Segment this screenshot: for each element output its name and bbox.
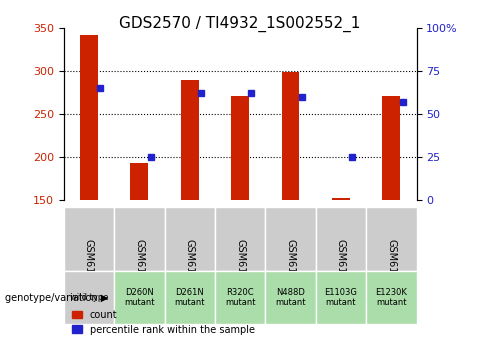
FancyBboxPatch shape xyxy=(165,271,215,324)
FancyBboxPatch shape xyxy=(64,271,114,324)
Text: GSM61944: GSM61944 xyxy=(134,239,144,292)
FancyBboxPatch shape xyxy=(265,271,316,324)
FancyBboxPatch shape xyxy=(366,271,416,324)
Text: GSM61955: GSM61955 xyxy=(235,239,245,292)
FancyBboxPatch shape xyxy=(366,207,416,271)
Text: GSM61957: GSM61957 xyxy=(286,239,295,292)
Text: GSM61959: GSM61959 xyxy=(336,239,346,292)
Bar xyxy=(80,36,98,200)
Bar xyxy=(181,80,198,200)
Text: GDS2570 / TI4932_1S002552_1: GDS2570 / TI4932_1S002552_1 xyxy=(120,16,361,32)
Bar xyxy=(130,163,148,200)
FancyBboxPatch shape xyxy=(265,207,316,271)
FancyBboxPatch shape xyxy=(114,271,165,324)
FancyBboxPatch shape xyxy=(165,207,215,271)
FancyBboxPatch shape xyxy=(316,207,366,271)
Text: D261N
mutant: D261N mutant xyxy=(174,288,205,307)
Text: R320C
mutant: R320C mutant xyxy=(225,288,255,307)
Text: GSM61961: GSM61961 xyxy=(386,239,396,292)
Bar xyxy=(282,72,299,200)
Bar xyxy=(231,96,249,200)
FancyBboxPatch shape xyxy=(316,271,366,324)
Text: genotype/variation ▶: genotype/variation ▶ xyxy=(5,293,108,303)
Bar xyxy=(383,96,400,200)
FancyBboxPatch shape xyxy=(64,207,114,271)
Text: D260N
mutant: D260N mutant xyxy=(124,288,154,307)
Text: E1230K
mutant: E1230K mutant xyxy=(375,288,407,307)
FancyBboxPatch shape xyxy=(114,207,165,271)
FancyBboxPatch shape xyxy=(215,207,265,271)
Text: GSM61942: GSM61942 xyxy=(84,239,94,292)
Text: N488D
mutant: N488D mutant xyxy=(275,288,306,307)
Bar xyxy=(332,197,350,200)
Text: GSM61953: GSM61953 xyxy=(185,239,195,292)
Text: wild type: wild type xyxy=(70,293,108,302)
FancyBboxPatch shape xyxy=(215,271,265,324)
Legend: count, percentile rank within the sample: count, percentile rank within the sample xyxy=(69,306,259,338)
Text: E1103G
mutant: E1103G mutant xyxy=(324,288,357,307)
